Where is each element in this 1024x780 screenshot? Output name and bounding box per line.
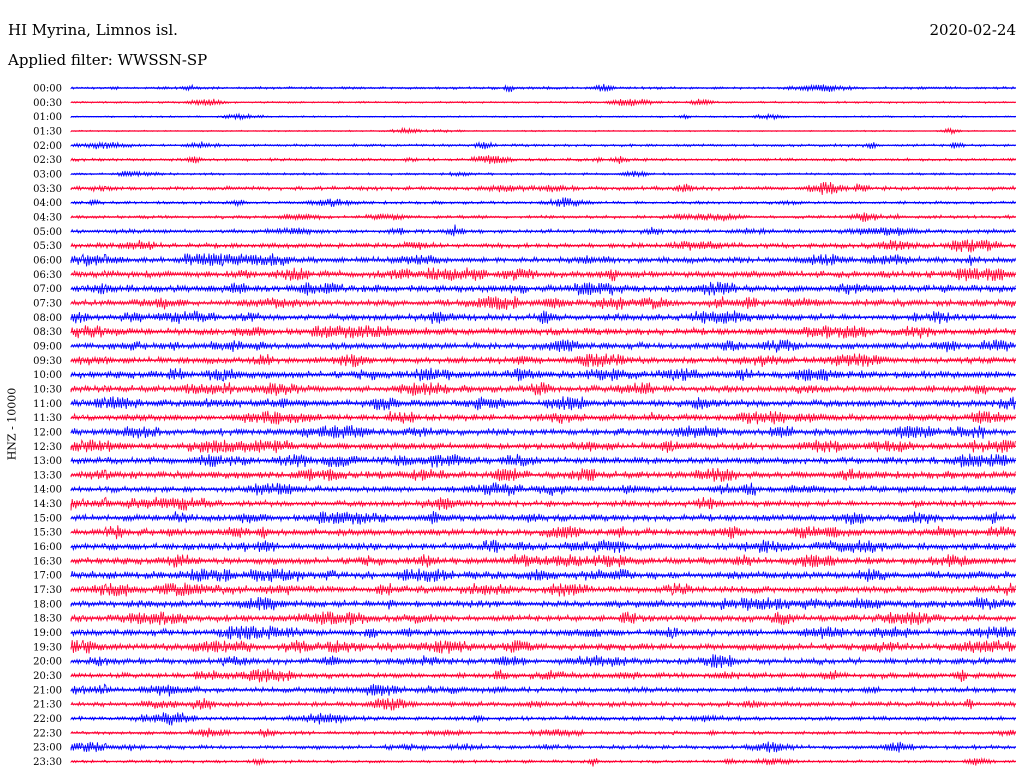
time-tick-label: 08:00 (33, 313, 62, 324)
trace-rows: 00:00 00:30 01:00 01:30 02:00 02:30 03:00 03:30… (33, 84, 1016, 768)
time-tick-label: 10:00 (33, 370, 62, 381)
time-tick-label: 15:00 (33, 513, 62, 524)
time-tick-label: 01:30 (33, 126, 62, 137)
time-tick-label: 16:00 (33, 542, 62, 553)
time-tick-label: 22:00 (33, 714, 62, 725)
seismic-trace-row (70, 453, 1016, 468)
time-tick-label: 13:30 (33, 470, 62, 481)
time-tick-label: 23:30 (33, 757, 62, 768)
seismic-trace-row (70, 568, 1016, 583)
seismic-trace-row (70, 396, 1016, 411)
time-tick-label: 07:00 (33, 284, 62, 295)
time-tick-label: 17:00 (33, 571, 62, 582)
time-tick-label: 00:00 (33, 84, 62, 95)
time-tick-label: 09:30 (33, 356, 62, 367)
time-tick-label: 23:00 (33, 743, 62, 754)
time-tick-label: 04:00 (33, 198, 62, 209)
time-tick-label: 00:30 (33, 98, 62, 109)
time-tick-label: 01:00 (33, 112, 62, 123)
seismic-trace-row (70, 639, 1016, 654)
time-tick-label: 03:30 (33, 184, 62, 195)
applied-filter-label: Applied filter: WWSSN-SP (8, 51, 208, 69)
time-tick-label: 21:30 (33, 700, 62, 711)
time-tick-label: 21:00 (33, 685, 62, 696)
time-tick-label: 02:00 (33, 141, 62, 152)
time-tick-label: 16:30 (33, 556, 62, 567)
time-tick-label: 19:00 (33, 628, 62, 639)
time-tick-label: 03:00 (33, 169, 62, 180)
time-tick-label: 06:00 (33, 255, 62, 266)
record-date: 2020-02-24 (929, 21, 1016, 39)
time-tick-label: 07:30 (33, 298, 62, 309)
time-tick-label: 17:30 (33, 585, 62, 596)
time-tick-label: 09:00 (33, 341, 62, 352)
time-tick-label: 18:30 (33, 614, 62, 625)
time-tick-label: 12:30 (33, 442, 62, 453)
seismic-trace-row (70, 525, 1016, 540)
time-tick-label: 15:30 (33, 528, 62, 539)
seismic-trace-row (70, 582, 1016, 597)
time-tick-label: 19:30 (33, 642, 62, 653)
seismic-trace-row (70, 410, 1016, 425)
time-tick-label: 11:00 (33, 399, 62, 410)
time-tick-label: 11:30 (33, 413, 62, 424)
time-tick-label: 18:00 (33, 599, 62, 610)
seismic-trace-row (70, 224, 1016, 237)
time-tick-label: 13:00 (33, 456, 62, 467)
time-tick-label: 12:00 (33, 427, 62, 438)
time-tick-label: 20:00 (33, 657, 62, 668)
time-tick-label: 20:30 (33, 671, 62, 682)
time-tick-label: 08:30 (33, 327, 62, 338)
time-tick-label: 05:30 (33, 241, 62, 252)
time-tick-label: 14:30 (33, 499, 62, 510)
time-tick-label: 10:30 (33, 384, 62, 395)
time-tick-label: 04:30 (33, 212, 62, 223)
time-tick-label: 02:30 (33, 155, 62, 166)
seismic-trace-row (70, 757, 1016, 767)
time-tick-label: 14:00 (33, 485, 62, 496)
time-tick-label: 22:30 (33, 728, 62, 739)
time-tick-label: 06:30 (33, 270, 62, 281)
time-tick-label: 05:00 (33, 227, 62, 238)
station-title: HI Myrina, Limnos isl. (8, 21, 178, 39)
